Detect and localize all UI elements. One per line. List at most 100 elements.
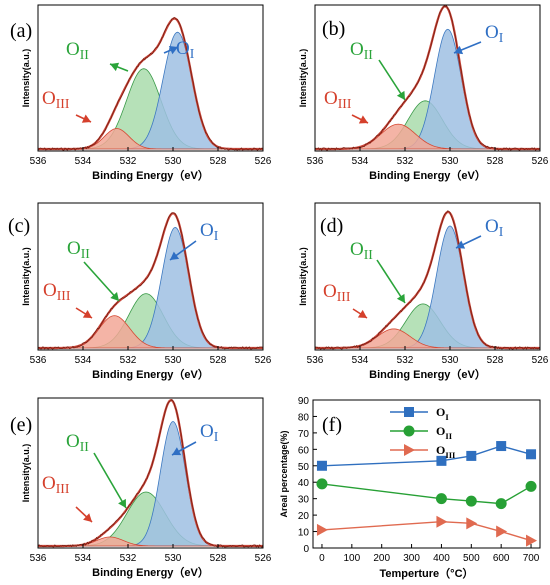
peak-label-o-ii: OII (66, 39, 89, 62)
x-tick-label: 530 (442, 156, 459, 167)
data-point-o-i (316, 460, 327, 471)
x-tick-label: 530 (442, 355, 459, 366)
x-tick-label: 500 (463, 553, 480, 564)
x-tick-label: 526 (532, 355, 549, 366)
x-tick-label: 526 (532, 156, 549, 167)
peak-label-o-iii: OIII (323, 281, 351, 304)
x-tick-label: 534 (352, 355, 369, 366)
data-point-o-iii (316, 523, 328, 536)
y-axis-label: Intensity(a.u.) (298, 247, 308, 306)
x-tick-label: 530 (165, 156, 182, 167)
y-axis-label: Intensity(a.u.) (21, 247, 31, 306)
peak-label-o-iii-letter: O (42, 88, 56, 109)
peak-label-o-ii-subscript: II (80, 47, 90, 62)
peak-label-o-i-letter: O (485, 22, 499, 43)
peak-label-o-i: OI (485, 216, 504, 239)
x-tick-label: 536 (30, 553, 47, 564)
xps-panel-c: 536 534 532 530 528 526 Binding Energy（eV） Inte… (8, 202, 272, 381)
peak-label-o-ii: OII (67, 238, 90, 261)
raw-data-line (314, 5, 541, 151)
envelope-fit-line (38, 17, 263, 151)
legend-label-o-i: OI (436, 405, 449, 422)
x-axis-label: Binding Energy（eV） (92, 368, 209, 381)
data-point-o-ii (465, 495, 477, 507)
peak-arrow-o-iii-head (83, 513, 92, 522)
peak-label-o-ii: OII (66, 431, 89, 454)
x-tick-label: 528 (210, 156, 227, 167)
peak-label-o-iii-letter: O (42, 473, 56, 494)
x-tick-label: 200 (373, 553, 390, 564)
raw-data-line (314, 210, 541, 350)
data-point-o-ii (525, 480, 537, 492)
y-axis-label: Areal percentage(%) (279, 430, 289, 517)
peak-arrow-o-ii-head (396, 90, 405, 100)
peak-arrow-o-ii-head (396, 293, 405, 303)
raw-data-line (37, 16, 264, 151)
xps-panel-e: 536 534 532 530 528 526 Binding Energy（eV） Inte… (10, 397, 272, 579)
panel-label: (f) (322, 414, 342, 436)
peak-label-o-i: OI (485, 22, 504, 45)
legend-label-o-ii-letter: O (436, 424, 445, 438)
x-tick-label: 534 (75, 553, 92, 564)
x-tick-label: 530 (165, 355, 182, 366)
peak-area-o-i (315, 28, 540, 150)
legend-marker-o-i (404, 407, 414, 417)
data-point-o-iii (466, 517, 478, 530)
data-point-o-iii (496, 525, 508, 538)
peak-label-o-iii-letter: O (43, 280, 57, 301)
peak-label-o-i-subscript: I (190, 46, 195, 61)
x-tick-label: 532 (120, 156, 137, 167)
peak-arrow-o-ii-head (118, 498, 126, 508)
x-tick-label: 532 (120, 553, 137, 564)
data-point-o-iii (436, 515, 448, 528)
peak-arrow-o-i-head (456, 240, 466, 249)
x-tick-label: 700 (523, 553, 540, 564)
peak-label-o-ii-subscript: II (364, 47, 374, 62)
x-tick-label: 532 (397, 156, 414, 167)
panel-label: (b) (322, 18, 345, 40)
x-tick-label: 526 (255, 355, 272, 366)
panel-label: (e) (10, 414, 32, 436)
data-point-o-i (436, 455, 447, 466)
peak-label-o-iii: OIII (43, 280, 71, 303)
y-tick-label: 60 (298, 445, 310, 456)
plot-frame (37, 4, 264, 152)
x-tick-label: 536 (307, 156, 324, 167)
peak-label-o-iii: OIII (42, 88, 70, 111)
peak-label-o-ii: OII (350, 39, 373, 62)
peak-arrow-o-ii-head (110, 62, 120, 72)
plot-frame (314, 4, 541, 152)
peak-arrow-o-i-head (172, 447, 182, 456)
x-tick-label: 536 (30, 156, 47, 167)
x-tick-label: 532 (397, 355, 414, 366)
peak-label-o-ii-subscript: II (81, 246, 91, 261)
peak-label-o-iii-subscript: III (56, 481, 70, 496)
peak-label-o-i-letter: O (485, 216, 499, 237)
x-axis-label: Binding Energy（eV） (92, 169, 209, 182)
data-point-o-i (496, 441, 507, 452)
peak-label-o-ii-subscript: II (364, 247, 374, 262)
x-tick-label: 534 (75, 156, 92, 167)
x-tick-label: 534 (352, 156, 369, 167)
data-point-o-ii (435, 493, 447, 505)
peak-arrow-o-iii-head (81, 114, 91, 123)
x-axis-label: Binding Energy（eV） (369, 169, 486, 182)
peak-label-o-ii-letter: O (350, 39, 364, 60)
y-tick-label: 30 (298, 495, 310, 506)
legend-label-o-ii-subscript: II (445, 431, 452, 441)
peak-label-o-i-letter: O (200, 421, 214, 442)
peak-label-o-i-subscript: I (214, 429, 219, 444)
legend-label-o-i-letter: O (436, 405, 445, 419)
peak-label-o-iii-letter: O (324, 88, 338, 109)
x-axis-label: Binding Energy（eV） (369, 368, 486, 381)
peak-label-o-iii-letter: O (323, 281, 337, 302)
y-tick-label: 90 (298, 396, 310, 407)
x-tick-label: 300 (403, 553, 420, 564)
x-tick-label: 100 (343, 553, 360, 564)
x-tick-label: 526 (255, 553, 272, 564)
peak-arrow-o-iii-head (357, 309, 367, 318)
plot-frame (312, 399, 541, 549)
peak-label-o-i-letter: O (200, 220, 214, 241)
peak-label-o-i: OI (176, 38, 195, 61)
y-tick-label: 50 (298, 462, 310, 473)
